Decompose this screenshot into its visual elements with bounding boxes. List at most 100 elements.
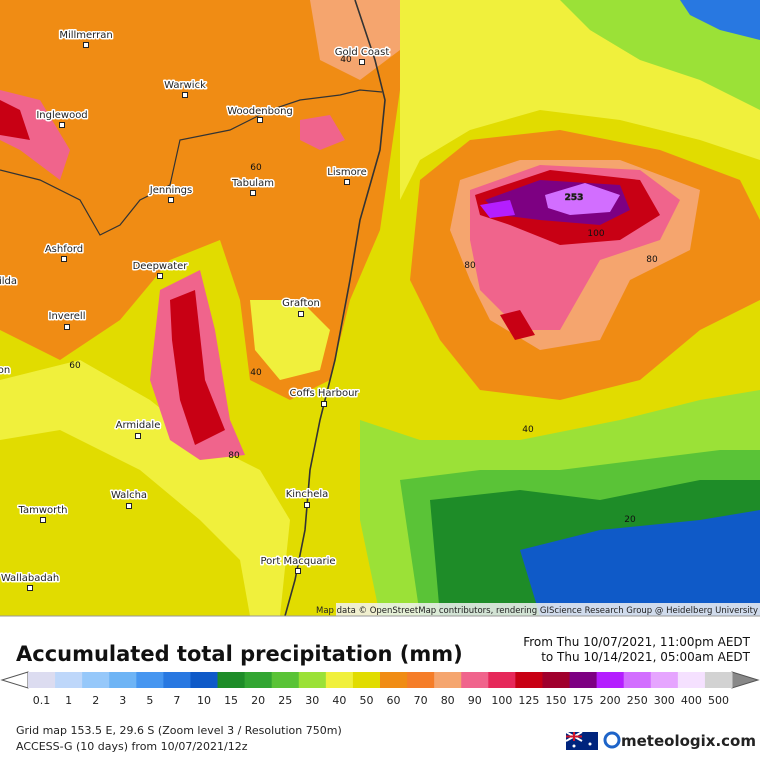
place-label: Woodenbong (227, 106, 293, 117)
legend-swatch (352, 672, 381, 688)
legend-label: 25 (278, 694, 292, 707)
legend-swatch (82, 672, 110, 688)
contour-label: 60 (250, 163, 262, 173)
place-marker (64, 324, 70, 330)
legend-label: 20 (251, 694, 265, 707)
legend-swatch (488, 672, 516, 688)
legend-label: 3 (119, 694, 126, 707)
legend-label: 0.1 (33, 694, 51, 707)
legend-swatch (515, 672, 543, 688)
place-marker (304, 502, 310, 508)
legend-swatch (461, 672, 489, 688)
place-label: on (0, 365, 10, 376)
legend-swatch (217, 672, 246, 688)
place-label: Inverell (49, 311, 86, 322)
legend-swatch (434, 672, 462, 688)
title: Accumulated total precipitation (mm) (16, 642, 463, 666)
place-marker (344, 179, 350, 185)
borders (0, 0, 386, 617)
place-label: Lismore (327, 167, 366, 178)
period-from: From Thu 10/07/2021, 11:00pm AEDT (523, 635, 750, 649)
legend-label: 175 (573, 694, 594, 707)
legend-label: 400 (681, 694, 702, 707)
legend-label: 7 (173, 694, 180, 707)
legend-swatch (190, 672, 219, 688)
legend-swatch (136, 672, 164, 688)
place-label: Grafton (282, 298, 320, 309)
legend-label: 40 (332, 694, 346, 707)
place-labels: Millmerran Gold Coast Warwick Inglewood Wood… (0, 29, 391, 591)
legend-label: 90 (468, 694, 482, 707)
place-label: Coffs Harbour (289, 388, 359, 399)
legend-label: 100 (491, 694, 512, 707)
legend-label: 5 (146, 694, 153, 707)
legend-label: 150 (546, 694, 567, 707)
place-label: Tabulam (231, 178, 274, 189)
place-marker (298, 311, 304, 317)
contour-label: 40 (522, 425, 534, 435)
legend-label: 200 (600, 694, 621, 707)
legend-swatch (650, 672, 679, 688)
place-marker (295, 568, 301, 574)
period-to: to Thu 10/14/2021, 05:00am AEDT (541, 650, 750, 664)
legend-label: 60 (387, 694, 401, 707)
place-marker (250, 190, 256, 196)
place-marker (321, 401, 327, 407)
grid-info: Grid map 153.5 E, 29.6 S (Zoom level 3 /… (16, 724, 342, 737)
legend-swatch (298, 672, 327, 688)
contour-label: 20 (624, 515, 636, 525)
legend-swatch (109, 672, 137, 688)
contour-label: 80 (464, 261, 476, 271)
attribution: Map data © OpenStreetMap contributors, r… (316, 606, 758, 616)
legend-label: 125 (518, 694, 539, 707)
legend-swatch (380, 672, 408, 688)
legend-label: 15 (224, 694, 238, 707)
place-marker (59, 122, 65, 128)
legend-swatch (542, 672, 571, 688)
legend-arrow-left (0, 671, 29, 689)
flag (565, 731, 598, 750)
contour-label: 60 (69, 361, 81, 371)
contour-label: 80 (228, 451, 240, 461)
legend-label: 80 (441, 694, 455, 707)
legend-swatch (569, 672, 598, 688)
legend-label: 500 (708, 694, 729, 707)
legend-label: 70 (414, 694, 428, 707)
legend-label: 300 (654, 694, 675, 707)
place-label: Wallabadah (1, 573, 59, 584)
model-info: ACCESS-G (10 days) from 10/07/2021/12z (16, 740, 248, 753)
place-label: Jennings (149, 185, 192, 196)
place-marker (83, 42, 89, 48)
place-label: Armidale (116, 420, 161, 431)
place-marker (359, 59, 365, 65)
place-label: Warwick (164, 80, 206, 91)
legend-label: 10 (197, 694, 211, 707)
contour-labels: 40 60 253 100 80 80 40 40 60 80 20 (69, 55, 658, 525)
place-label: Kinchela (286, 489, 329, 500)
place-marker (27, 585, 33, 591)
max-value-label: 253 (565, 193, 584, 203)
place-label: Tamworth (18, 505, 68, 516)
legend-swatch (596, 672, 625, 688)
legend-swatch (271, 672, 300, 688)
contour-label: 40 (250, 368, 262, 378)
place-label: Millmerran (59, 30, 112, 41)
legend-label: 1 (65, 694, 72, 707)
place-label: Port Macquarie (260, 556, 335, 567)
place-label: Walcha (111, 490, 147, 501)
color-legend: 0.1 1 2 3 5 7 10 15 20 25 30 40 50 60 70 80 90 100 125 150 1… (0, 671, 760, 707)
legend-swatch (407, 672, 435, 688)
place-label: ilda (0, 276, 17, 287)
legend-label: 30 (305, 694, 319, 707)
legend-swatch (163, 672, 191, 688)
legend-swatch (623, 672, 652, 688)
legend-arrow-right (731, 671, 760, 689)
legend-swatch (677, 672, 706, 688)
legend-swatch (55, 672, 83, 688)
place-marker (182, 92, 188, 98)
place-label: Inglewood (36, 110, 87, 121)
legend-swatch (325, 672, 354, 688)
place-marker (168, 197, 174, 203)
